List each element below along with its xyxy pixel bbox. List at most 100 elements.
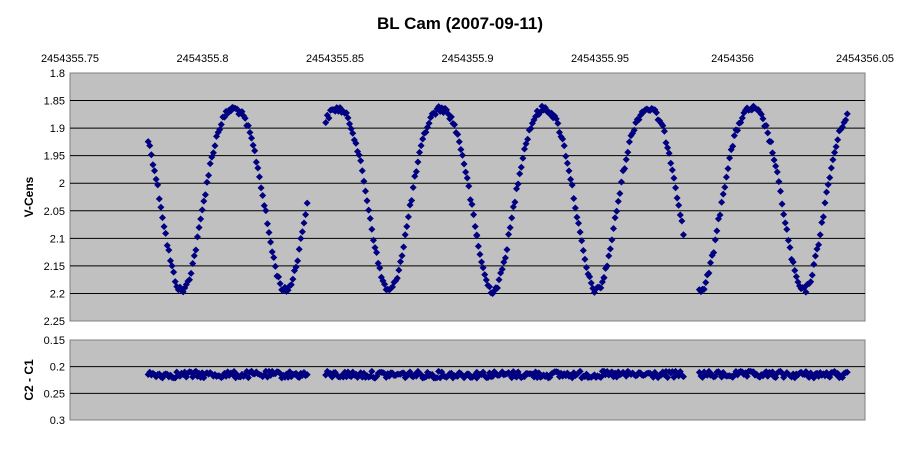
data-point	[716, 211, 724, 219]
data-point	[498, 265, 506, 273]
data-point	[200, 197, 208, 205]
data-point	[519, 154, 527, 162]
data-point	[503, 246, 511, 254]
y-tick-label: 0.15	[44, 335, 65, 347]
data-point	[193, 233, 201, 241]
data-point	[400, 243, 408, 251]
data-point	[554, 119, 562, 127]
y-tick-label: 0.3	[50, 415, 65, 427]
data-point	[603, 262, 611, 270]
y-tick-label: 0.2	[50, 362, 65, 374]
data-point	[414, 158, 422, 166]
data-point	[710, 249, 718, 257]
data-point	[425, 119, 433, 127]
data-point	[616, 189, 624, 197]
data-point	[815, 241, 823, 249]
data-point	[617, 178, 625, 186]
data-point	[479, 264, 487, 272]
data-point	[792, 273, 800, 281]
data-point	[195, 223, 203, 231]
data-point	[772, 162, 780, 170]
data-point	[576, 367, 584, 375]
data-point	[462, 168, 470, 176]
x-tick-label: 2454355.85	[306, 53, 364, 65]
data-point	[667, 159, 675, 167]
data-point	[664, 374, 672, 382]
data-point	[673, 194, 681, 202]
data-point	[575, 219, 583, 227]
data-point	[368, 225, 376, 233]
data-point	[260, 202, 268, 210]
data-point	[485, 283, 493, 291]
data-point	[770, 156, 778, 164]
data-point	[303, 371, 311, 379]
data-point	[409, 184, 417, 192]
data-point	[527, 125, 535, 133]
data-point	[783, 225, 791, 233]
data-point	[376, 264, 384, 272]
data-point	[808, 271, 816, 279]
data-point	[831, 148, 839, 156]
data-point	[511, 198, 519, 206]
data-point	[764, 129, 772, 137]
data-point	[270, 254, 278, 262]
data-point	[205, 171, 213, 179]
data-point	[516, 170, 524, 178]
data-point	[610, 225, 618, 233]
data-point	[408, 196, 416, 204]
data-point	[368, 367, 376, 375]
data-point	[597, 284, 605, 292]
data-point	[837, 125, 845, 133]
data-point	[721, 183, 729, 191]
data-point	[495, 276, 503, 284]
v-cens-y-axis-label: V-Cens	[22, 176, 36, 217]
data-point	[146, 142, 154, 150]
data-point	[818, 218, 826, 226]
data-point	[675, 201, 683, 209]
data-point	[366, 215, 374, 223]
data-point	[843, 110, 851, 118]
x-tick-label: 2454355.95	[571, 53, 629, 65]
data-point	[832, 143, 840, 151]
data-point	[468, 200, 476, 208]
data-point	[829, 156, 837, 164]
v-cens-data-points	[144, 102, 851, 298]
data-point	[454, 130, 462, 138]
data-point	[826, 174, 834, 182]
data-point	[614, 197, 622, 205]
data-point	[302, 211, 310, 219]
data-point	[241, 114, 249, 122]
data-point	[187, 269, 195, 277]
y-tick-label: 2	[59, 178, 65, 190]
data-point	[322, 119, 330, 127]
data-point	[289, 275, 297, 283]
data-point	[665, 149, 673, 157]
data-point	[576, 228, 584, 236]
data-point	[203, 178, 211, 186]
data-point	[471, 223, 479, 231]
y-tick-label: 2.05	[44, 206, 65, 218]
data-point	[789, 258, 797, 266]
data-point	[393, 274, 401, 282]
data-point	[213, 132, 221, 140]
data-point	[361, 187, 369, 195]
y-tick-label: 1.9	[50, 123, 65, 135]
data-point	[294, 257, 302, 265]
data-point	[786, 244, 794, 252]
data-point	[482, 276, 490, 284]
data-point	[244, 122, 252, 130]
data-point	[659, 122, 667, 130]
chart-title: BL Cam (2007-09-11)	[377, 14, 543, 33]
data-point	[344, 114, 352, 122]
data-point	[807, 278, 815, 286]
data-point	[729, 142, 737, 150]
data-point	[217, 121, 225, 129]
data-point	[431, 110, 439, 118]
data-point	[149, 161, 157, 169]
data-point	[660, 127, 668, 135]
data-point	[517, 163, 525, 171]
c2-c1-y-tick-labels: 0.15 0.2 0.25 0.3	[44, 335, 65, 427]
data-point	[460, 160, 468, 168]
